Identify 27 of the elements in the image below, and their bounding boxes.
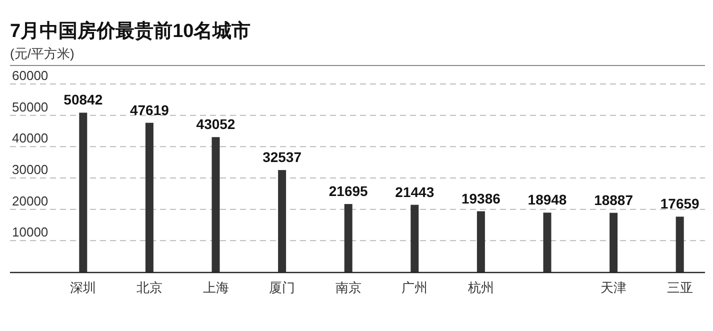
x-tick-label: 三亚 bbox=[666, 280, 693, 295]
chart-title: 7月中国房价最贵前10名城市 bbox=[10, 20, 251, 42]
x-tick-label: 上海 bbox=[202, 280, 229, 295]
x-tick-label: 深圳 bbox=[70, 280, 96, 295]
chart-subtitle: (元/平方米) bbox=[10, 46, 74, 61]
y-tick-label: 20000 bbox=[12, 193, 48, 208]
data-label: 21695 bbox=[328, 183, 368, 200]
x-tick-label: 天津 bbox=[600, 280, 627, 295]
data-label: 32537 bbox=[262, 149, 302, 166]
x-tick-label: 广州 bbox=[402, 280, 428, 295]
data-label: 43052 bbox=[196, 116, 236, 132]
data-label: 19386 bbox=[461, 190, 501, 206]
data-label: 18887 bbox=[594, 192, 634, 208]
x-tick-label: 厦门 bbox=[269, 280, 296, 295]
x-tick-label: 北京 bbox=[136, 280, 162, 295]
data-label: 50842 bbox=[64, 92, 103, 108]
x-tick-label: 南京 bbox=[335, 280, 362, 295]
y-tick-label: 60000 bbox=[12, 68, 48, 83]
x-tick-label: 杭州 bbox=[466, 280, 494, 295]
y-tick-label: 10000 bbox=[12, 224, 48, 240]
y-tick-label: 40000 bbox=[12, 130, 48, 146]
data-label: 17659 bbox=[660, 196, 700, 212]
data-label: 21443 bbox=[395, 184, 434, 200]
data-label: 18948 bbox=[528, 192, 567, 208]
y-tick-label: 50000 bbox=[12, 99, 48, 114]
y-tick-label: 30000 bbox=[12, 162, 48, 177]
data-label: 47619 bbox=[130, 102, 170, 118]
